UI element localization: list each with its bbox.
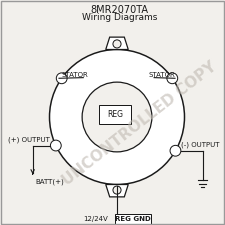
Text: BATT(+): BATT(+) [36,179,64,185]
Circle shape [170,145,181,156]
Circle shape [113,186,121,194]
Polygon shape [106,37,128,50]
Text: (-) OUTPUT: (-) OUTPUT [181,142,220,148]
Text: Wiring Diagrams: Wiring Diagrams [81,14,157,22]
Circle shape [82,82,152,152]
Text: STATOR: STATOR [149,72,175,78]
Circle shape [113,40,121,48]
Circle shape [167,73,178,84]
Text: 12/24V: 12/24V [83,216,108,222]
Text: UNCONTROLLED COPY: UNCONTROLLED COPY [60,59,219,189]
Text: REG: REG [107,110,123,119]
Text: REG GND: REG GND [115,216,151,222]
Bar [99,105,130,124]
Text: 8MR2070TA: 8MR2070TA [90,5,148,15]
Text: (+) OUTPUT: (+) OUTPUT [8,136,50,143]
Circle shape [56,73,67,84]
Circle shape [50,140,61,151]
Bar [115,214,151,225]
Text: STATOR: STATOR [62,72,89,78]
Circle shape [50,50,184,184]
Polygon shape [106,184,128,197]
